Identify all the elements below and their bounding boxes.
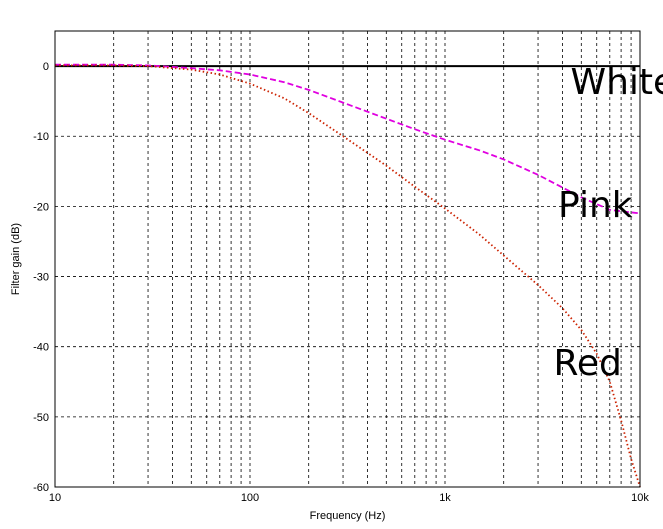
y-axis-title: Filter gain (dB) [10,223,22,295]
y-tick-label: -10 [33,131,49,143]
x-tick-label: 1k [439,492,451,504]
plot-frame [54,30,641,488]
series-line-red [55,64,641,488]
annotations: White Pink Red [553,62,663,384]
grid [55,31,640,487]
y-tick-label: 0 [43,61,49,73]
y-tick-label: -50 [33,412,49,424]
x-tick-label: 10 [49,492,61,504]
x-axis-title: Frequency (Hz) [310,510,386,522]
annotation-pink: Pink [558,185,633,226]
tick-labels: 10 100 1k 10k 0 -10 -20 -30 -40 -50 -60 [33,61,649,504]
x-tick-label: 10k [631,492,649,504]
y-tick-label: -30 [33,272,49,284]
annotation-white: White [570,62,663,103]
y-tick-label: -60 [33,482,49,494]
y-tick-label: -40 [33,342,49,354]
y-tick-label: -20 [33,201,49,213]
x-tick-label: 100 [241,492,259,504]
annotation-red: Red [553,343,621,384]
series-line-pink [55,63,641,215]
series-layer [55,63,641,488]
